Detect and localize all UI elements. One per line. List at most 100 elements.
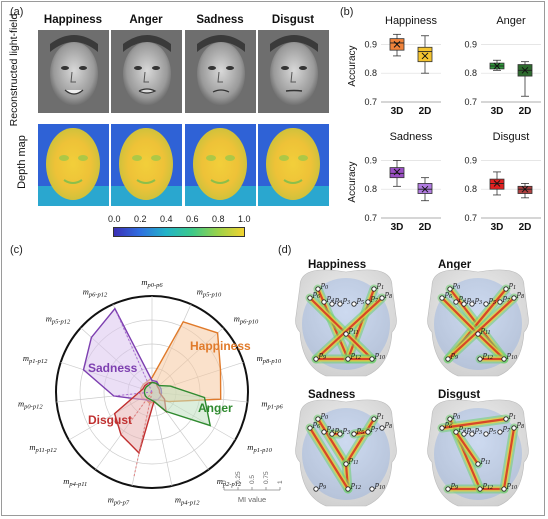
x-tick-label: 2D	[519, 222, 532, 233]
spoke-label-subscript: p8-p10	[262, 358, 282, 365]
landmark-label-p5: p5	[356, 295, 364, 306]
box	[489, 178, 505, 190]
spoke-label: mp6-p10	[234, 313, 259, 325]
landmark-label-p8: p8	[516, 289, 524, 300]
landmark-label-p11: p11	[480, 455, 491, 466]
landmark-label-p0: p0	[320, 280, 328, 291]
face-map-sadness: Sadnessp0p1p6p8p4p2p3p7p5p11p12p9p10	[295, 389, 397, 507]
landmark-label-p4: p4	[326, 423, 334, 434]
spoke-label: mp0-p6	[141, 277, 163, 289]
y-tick-label: 0.9	[364, 155, 377, 165]
boxplot-title: Anger	[496, 15, 526, 27]
landmark-p6	[439, 425, 445, 431]
spoke-label-base: m	[83, 287, 89, 297]
face-map-disgust: Disgustp0p1p6p8p4p2p3p7p5p11p12p9p10	[427, 389, 529, 507]
depthmap-disgust	[258, 124, 329, 206]
series-label-anger: Anger	[198, 401, 233, 415]
lightfield-face-anger	[111, 30, 182, 113]
spoke-label-base: m	[63, 476, 69, 486]
mi-scale-tick-label: 0.75	[263, 471, 270, 484]
x-tick-label: 2D	[419, 106, 432, 117]
landmark-label-p12: p12	[482, 350, 493, 361]
heat-band-peak	[502, 426, 516, 491]
landmark-label-p0: p0	[452, 410, 460, 421]
heat-band-peak	[316, 417, 348, 466]
landmark-p12	[477, 356, 483, 362]
x-tick-label: 3D	[491, 106, 504, 117]
heat-band-peak	[440, 417, 508, 430]
spoke-label-base: m	[46, 313, 52, 323]
landmark-label-p0: p0	[320, 410, 328, 421]
landmark-p6	[307, 425, 313, 431]
heat-band-peak	[344, 417, 376, 466]
box	[417, 46, 433, 63]
spoke-label-subscript: p2-p12	[222, 481, 242, 488]
spoke-label-subscript: p6-p12	[88, 292, 108, 299]
row-label-lightfield: Reconstructed light-field	[8, 13, 20, 127]
landmark-p0	[315, 286, 321, 292]
spoke-label: mp1-p6	[261, 399, 283, 411]
landmark-label-p6: p6	[312, 419, 320, 430]
landmark-p1	[371, 286, 377, 292]
radar-dotted-line	[113, 391, 153, 397]
boxplot-disgust: Disgust 0.7 0.8 0.9 3D 2D	[464, 131, 541, 233]
landmark-label-p3: p3	[342, 295, 350, 306]
spoke-label-base: m	[23, 353, 29, 363]
landmark-label-p10: p10	[374, 350, 385, 361]
spoke-label-subscript: p0-p12	[23, 404, 43, 411]
landmark-p2	[329, 431, 335, 437]
emotion-header-sadness: Sadness	[196, 14, 244, 26]
spoke-label-base: m	[247, 442, 253, 452]
landmark-label-p7: p7	[370, 423, 379, 434]
landmark-p9	[445, 486, 451, 492]
boxplot-title: Sadness	[390, 131, 433, 143]
spoke-label-base: m	[257, 353, 263, 363]
y-tick-label: 0.8	[364, 184, 377, 194]
spoke-label-subscript: p0-p7	[113, 500, 130, 507]
landmark-p0	[447, 286, 453, 292]
landmark-p2	[461, 301, 467, 307]
radar-spoke	[151, 391, 173, 486]
y-tick-label: 0.9	[364, 39, 377, 49]
spoke-label-base: m	[29, 442, 35, 452]
face-map-title: Happiness	[308, 259, 366, 271]
spoke-label-base: m	[141, 277, 147, 287]
spoke-label: mp0-p12	[18, 399, 43, 411]
landmark-label-p7: p7	[370, 293, 379, 304]
spoke-label-subscript: p1-p6	[267, 404, 284, 411]
landmark-p10	[501, 356, 507, 362]
landmark-p7	[497, 429, 503, 435]
landmark-p1	[503, 416, 509, 422]
depthmap-anger	[111, 124, 182, 206]
lightfield-face-sadness	[185, 30, 256, 113]
landmark-p4	[453, 429, 459, 435]
landmark-label-p1: p1	[508, 280, 516, 291]
spoke-label: mp1-p10	[247, 442, 272, 454]
landmark-label-p6: p6	[444, 289, 452, 300]
landmark-label-p4: p4	[458, 423, 466, 434]
landmark-p3	[337, 301, 343, 307]
depthmap-happiness	[38, 124, 109, 206]
spoke-label-subscript: p6-p10	[239, 318, 259, 325]
landmark-p9	[313, 486, 319, 492]
landmark-label-p4: p4	[326, 293, 334, 304]
landmark-p11	[343, 331, 349, 337]
landmark-label-p12: p12	[482, 480, 493, 491]
landmark-p9	[313, 356, 319, 362]
spoke-label-subscript: p4-p11	[68, 481, 87, 488]
spoke-label-base: m	[18, 399, 24, 409]
spoke-label-subscript: p1-p12	[28, 358, 48, 365]
x-tick-label: 2D	[419, 222, 432, 233]
facial-connection-maps: Happinessp0p1p6p8p4p2p3p7p5p11p12p9p10An…	[295, 259, 529, 507]
mean-marker	[521, 185, 529, 193]
mean-marker	[421, 52, 429, 60]
boxplot-happiness: Happiness 0.7 0.8 0.9 Accuracy 3D 2D	[347, 15, 441, 117]
landmark-label-p1: p1	[508, 410, 516, 421]
face-map-title: Anger	[438, 259, 472, 271]
landmark-label-p1: p1	[376, 410, 384, 421]
landmark-label-p10: p10	[506, 480, 517, 491]
landmark-p8	[511, 295, 517, 301]
series-label-happiness: Happiness	[190, 339, 251, 353]
landmark-p3	[337, 431, 343, 437]
mi-scale-tick-label: 1	[277, 480, 284, 484]
